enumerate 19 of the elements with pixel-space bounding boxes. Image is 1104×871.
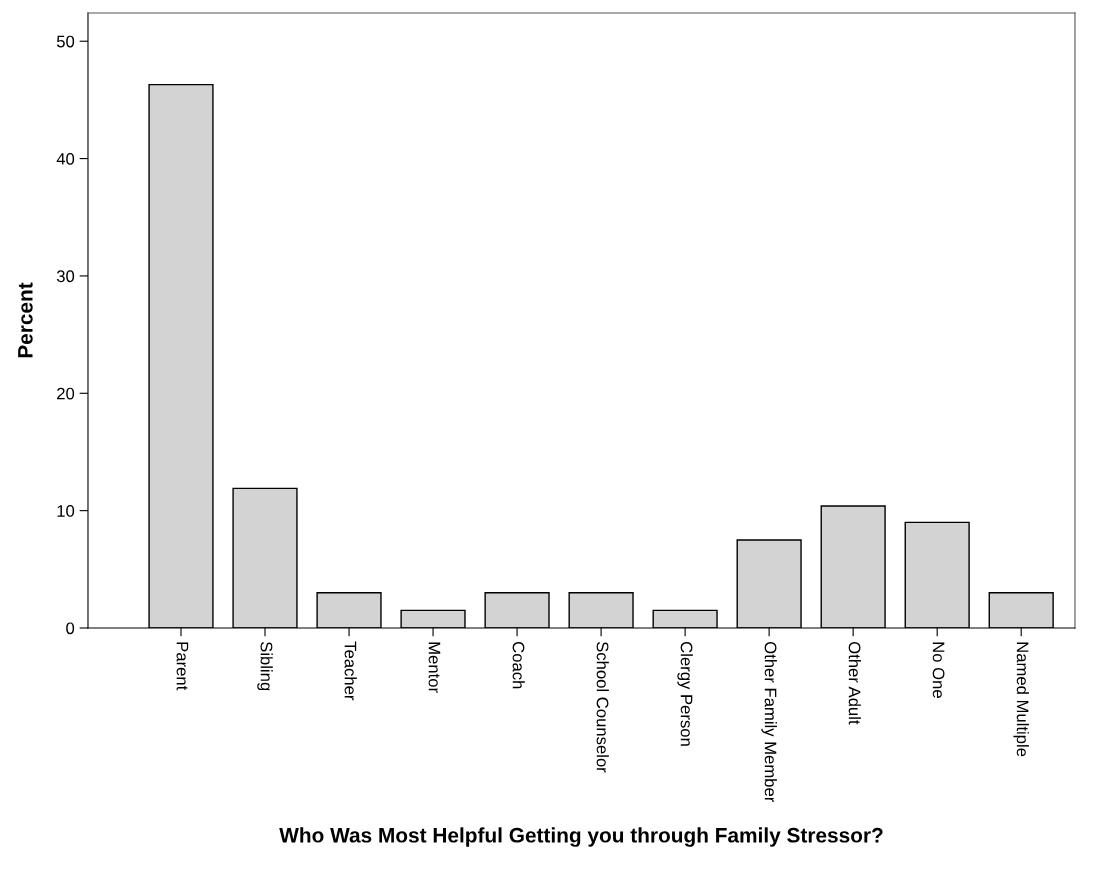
y-tick-label: 10 [57,505,75,517]
x-tick-label: Named Multiple [1013,642,1029,757]
x-tick-label: Other Family Member [761,641,777,803]
x-tick-label: Parent [176,642,189,691]
x-axis-title: Who Was Most Helpful Getting you through Family Stressor? [279,827,883,847]
x-tick-label: Clergy Person [677,642,693,746]
x-tick-label: Coach [512,642,525,689]
y-tick-label: 40 [56,152,75,165]
x-tick-label: No One [932,642,945,698]
x-tick-label: Mentor [428,642,441,693]
x-tick-label: School Counselor [596,641,609,773]
y-tick-label: 50 [56,35,75,48]
x-tick-label: Teacher [344,641,357,701]
y-tick-label: 20 [57,387,75,400]
y-axis-title: Percent [18,282,33,358]
y-tick-label: 0 [66,622,75,635]
x-tick-label: Sibling [257,641,273,691]
y-tick-label: 30 [56,270,75,283]
x-tick-label: Other Adult [848,641,861,725]
